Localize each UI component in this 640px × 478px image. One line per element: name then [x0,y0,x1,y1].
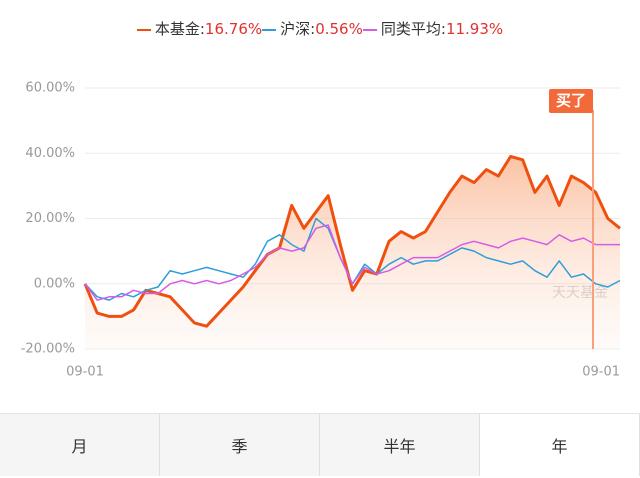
legend-value: 16.76% [204,20,263,38]
period-tab[interactable]: 月 [0,414,160,476]
legend-swatch [262,28,277,31]
period-tab[interactable]: 半年 [320,414,480,476]
legend-separator: : [310,20,316,38]
legend-item: 沪深:0.56% [262,20,363,38]
legend-separator: : [199,20,205,38]
legend-value: 11.93% [445,20,504,38]
y-tick-label: 40.00% [25,146,75,161]
legend-separator: : [440,20,446,38]
legend-name: 沪深 [280,20,311,38]
period-tabs: 月季半年年 [0,413,640,476]
legend: 本基金:16.76% 沪深:0.56% 同类平均:11.93% [0,18,640,39]
x-tick-label: 09-01 [66,365,104,380]
legend-value: 0.56% [315,20,363,38]
legend-name: 本基金 [154,20,200,38]
annotation-box [549,89,593,113]
period-tab[interactable]: 季 [160,414,320,476]
x-tick-label: 09-01 [582,365,620,380]
y-tick-label: 60.00% [25,81,75,96]
y-tick-label: 20.00% [25,211,75,226]
legend-item: 同类平均:11.93% [362,20,504,38]
legend-item: 本基金:16.76% [136,20,263,38]
legend-name: 同类平均 [380,20,441,38]
line [83,155,621,328]
annotation-label: 买了 [556,92,586,110]
y-tick-label: -20.00% [21,342,75,357]
legend-swatch [362,28,377,31]
y-tick-label: 0.00% [34,276,75,291]
area [85,156,620,349]
legend-swatch [136,28,151,31]
line [84,224,620,301]
period-tab[interactable]: 年 [480,414,640,476]
chart: -20.00% 0.00% 20.00% 40.00% 60.00% 09-01 09-01… [21,81,621,380]
